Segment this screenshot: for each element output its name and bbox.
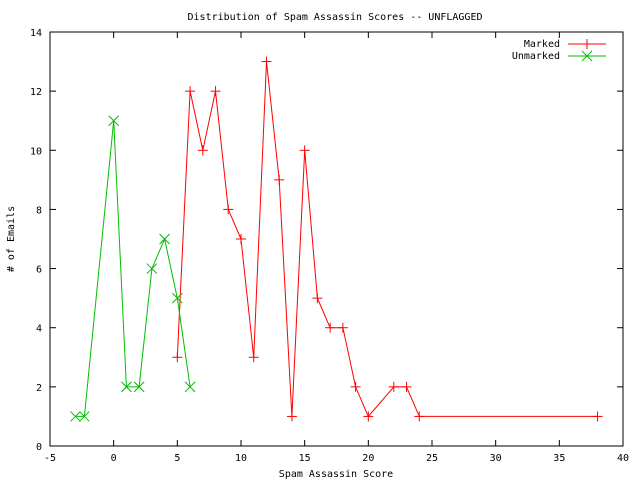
unmarked-point — [133, 381, 145, 393]
x-tick-label: -5 — [44, 453, 56, 464]
marked-point — [274, 174, 285, 185]
marked-point — [172, 352, 183, 363]
unmarked-point — [146, 263, 158, 274]
marked-point — [388, 381, 399, 392]
legend-label-marked: Marked — [524, 39, 560, 50]
y-tick-label: 10 — [30, 146, 42, 157]
marked-point — [592, 411, 603, 422]
legend-label-unmarked: Unmarked — [512, 51, 560, 62]
y-tick-label: 2 — [36, 383, 42, 394]
legend-marker-unmarked — [581, 50, 593, 62]
marked-point — [401, 381, 412, 392]
y-axis-label: # of Emails — [6, 206, 17, 272]
marked-point — [185, 86, 196, 97]
x-tick-label: 40 — [617, 453, 629, 464]
marked-point — [210, 86, 221, 97]
x-tick-label: 35 — [553, 453, 565, 464]
x-tick-label: 10 — [235, 453, 247, 464]
unmarked-point — [184, 381, 196, 393]
legend-marker-marked — [582, 39, 592, 49]
marked-point — [337, 322, 348, 333]
unmarked-point — [159, 233, 170, 245]
marked-point — [325, 322, 336, 333]
unmarked-point — [108, 115, 120, 127]
marked-point — [248, 352, 259, 363]
unmarked-point — [70, 411, 81, 422]
marked-point — [223, 204, 234, 215]
x-tick-label: 30 — [490, 453, 502, 464]
unmarked-point — [121, 381, 132, 393]
marked-point — [236, 234, 246, 244]
y-tick-label: 6 — [36, 265, 42, 276]
x-tick-label: 15 — [299, 453, 311, 464]
marked-point — [312, 293, 323, 304]
series-unmarked — [70, 115, 196, 422]
series-marked — [172, 56, 603, 422]
x-tick-label: 20 — [362, 453, 374, 464]
axis-ticks — [49, 31, 624, 447]
series-layer — [70, 56, 603, 422]
x-tick-label: 25 — [426, 453, 438, 464]
y-tick-label: 12 — [30, 87, 42, 98]
marked-point — [197, 145, 208, 156]
marked-point — [363, 411, 374, 422]
marked-point — [261, 56, 272, 67]
x-axis-label: Spam Assassin Score — [279, 469, 393, 480]
unmarked-point — [79, 411, 90, 422]
chart-title: Distribution of Spam Assassin Scores -- … — [187, 12, 482, 23]
y-tick-label: 0 — [36, 442, 42, 453]
y-tick-label: 8 — [36, 205, 42, 216]
unmarked-point — [171, 292, 183, 304]
legend-item-unmarked: Unmarked — [512, 50, 606, 62]
marked-point — [299, 145, 310, 156]
unmarked-series-line — [75, 120, 191, 417]
marked-point — [286, 411, 297, 422]
legend-item-marked: Marked — [524, 39, 606, 50]
y-tick-label: 14 — [30, 28, 42, 39]
marked-point — [350, 381, 361, 392]
x-tick-label: 5 — [174, 453, 180, 464]
plot-frame — [49, 31, 624, 447]
marked-point — [414, 411, 425, 422]
marked-series-line — [176, 61, 598, 418]
x-tick-label: 0 — [111, 453, 117, 464]
y-tick-label: 4 — [36, 324, 42, 335]
